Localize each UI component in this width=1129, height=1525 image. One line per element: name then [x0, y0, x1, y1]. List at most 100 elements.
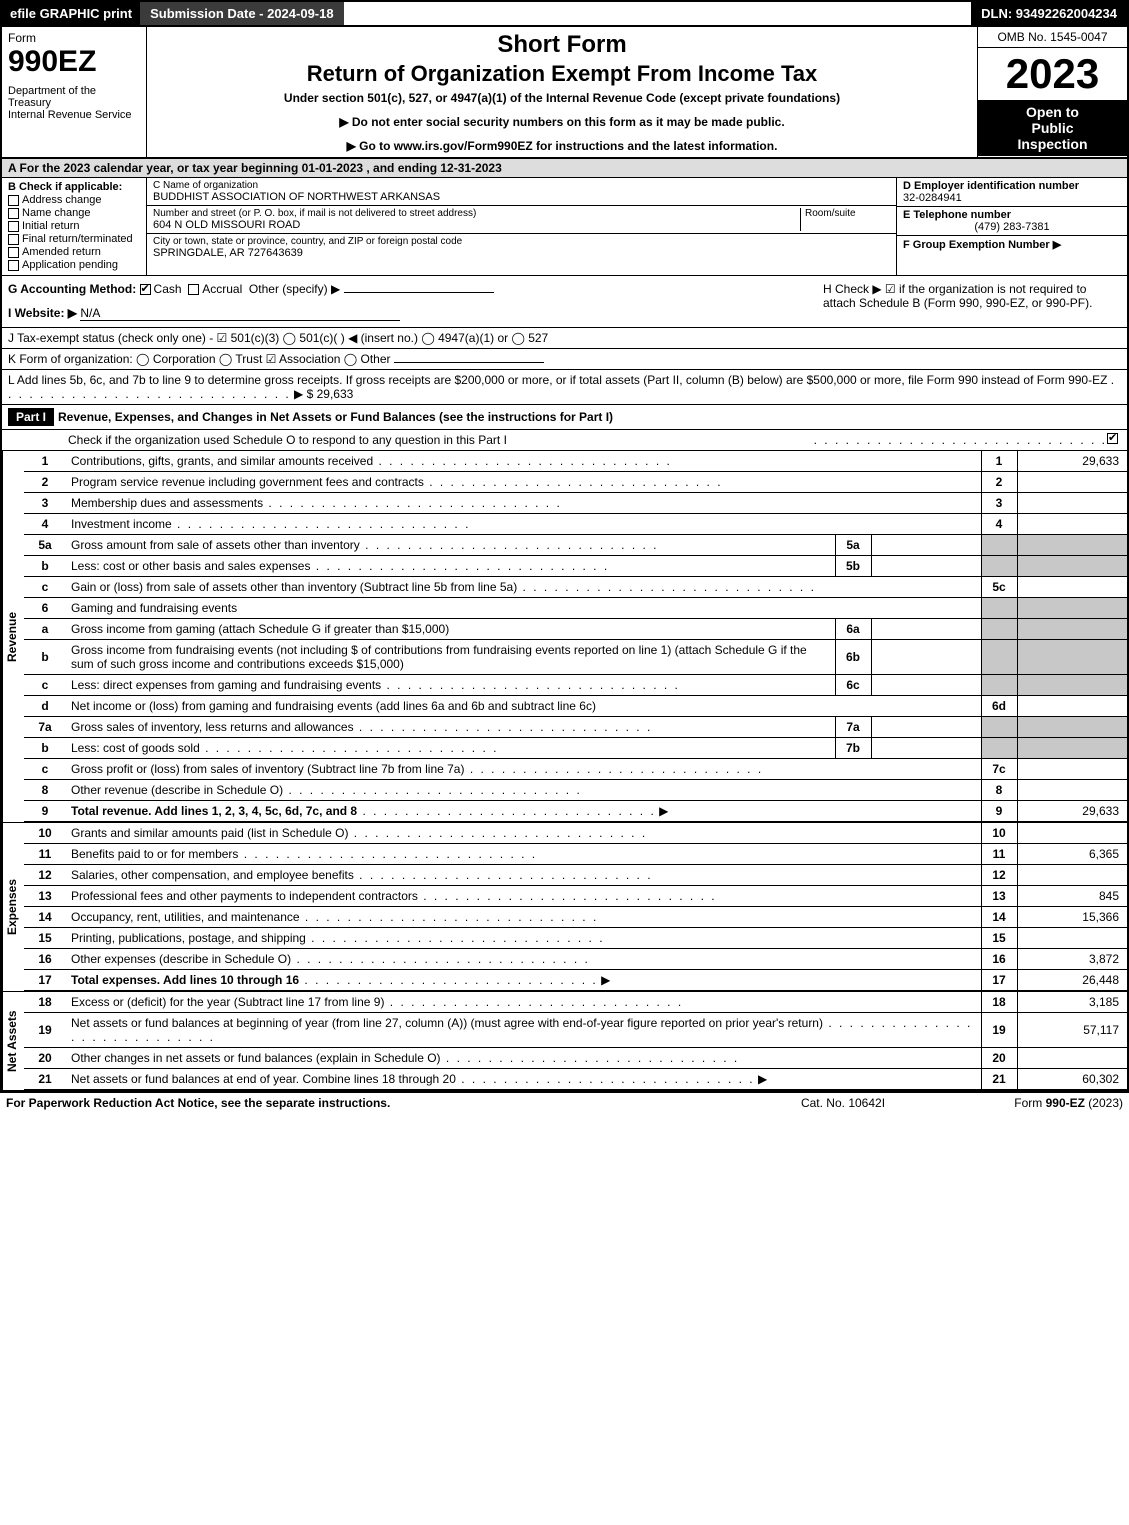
revenue-section: Revenue 1Contributions, gifts, grants, a…: [0, 451, 1129, 822]
expenses-section: Expenses 10Grants and similar amounts pa…: [0, 822, 1129, 991]
row-k: K Form of organization: ◯ Corporation ◯ …: [0, 349, 1129, 370]
paperwork-notice: For Paperwork Reduction Act Notice, see …: [6, 1096, 743, 1110]
return-title: Return of Organization Exempt From Incom…: [153, 61, 971, 87]
chk-final-return[interactable]: Final return/terminated: [8, 233, 140, 245]
section-b: B Check if applicable: Address change Na…: [2, 178, 147, 275]
label-website: I Website: ▶: [8, 306, 77, 320]
line-5a: 5aGross amount from sale of assets other…: [24, 535, 1127, 556]
form-footer-id: Form 990-EZ (2023): [943, 1096, 1123, 1110]
page-footer: For Paperwork Reduction Act Notice, see …: [0, 1092, 1129, 1113]
row-gh: G Accounting Method: Cash Accrual Other …: [0, 276, 1129, 328]
line-5b: bLess: cost or other basis and sales exp…: [24, 556, 1127, 577]
line-2: 2Program service revenue including gover…: [24, 472, 1127, 493]
label-phone: E Telephone number: [903, 209, 1121, 221]
no-ssn-note: ▶ Do not enter social security numbers o…: [153, 115, 971, 129]
row-l: L Add lines 5b, 6c, and 7b to line 9 to …: [0, 370, 1129, 405]
line-15: 15Printing, publications, postage, and s…: [24, 928, 1127, 949]
line-18: 18Excess or (deficit) for the year (Subt…: [24, 992, 1127, 1013]
revenue-table: 1Contributions, gifts, grants, and simil…: [24, 451, 1127, 822]
part1-label: Part I: [8, 408, 54, 426]
line-7b: bLess: cost of goods sold7b: [24, 738, 1127, 759]
line-11: 11Benefits paid to or for members116,365: [24, 844, 1127, 865]
chk-address-change[interactable]: Address change: [8, 194, 140, 206]
department-label: Department of the Treasury Internal Reve…: [8, 85, 140, 121]
chk-amended-return[interactable]: Amended return: [8, 246, 140, 258]
website-value: N/A: [80, 306, 400, 321]
line-7c: cGross profit or (loss) from sales of in…: [24, 759, 1127, 780]
row-h: H Check ▶ ☑ if the organization is not r…: [817, 276, 1127, 327]
form-number: 990EZ: [8, 45, 140, 79]
section-def: D Employer identification number 32-0284…: [897, 178, 1127, 275]
short-form-title: Short Form: [153, 31, 971, 59]
line-7a: 7aGross sales of inventory, less returns…: [24, 717, 1127, 738]
line-16: 16Other expenses (describe in Schedule O…: [24, 949, 1127, 970]
header-center: Short Form Return of Organization Exempt…: [147, 27, 977, 157]
label-city: City or town, state or province, country…: [153, 236, 890, 247]
part1-title: Revenue, Expenses, and Changes in Net As…: [58, 410, 613, 424]
line-13: 13Professional fees and other payments t…: [24, 886, 1127, 907]
line-6: 6Gaming and fundraising events: [24, 598, 1127, 619]
header-right: OMB No. 1545-0047 2023 Open to Public In…: [977, 27, 1127, 157]
line-14: 14Occupancy, rent, utilities, and mainte…: [24, 907, 1127, 928]
goto-link[interactable]: ▶ Go to www.irs.gov/Form990EZ for instru…: [153, 139, 971, 153]
tax-year: 2023: [978, 48, 1127, 100]
section-e: E Telephone number (479) 283-7381: [897, 207, 1127, 236]
line-17: 17Total expenses. Add lines 10 through 1…: [24, 970, 1127, 991]
chk-schedule-o[interactable]: [1107, 433, 1118, 444]
label-group-exemption: F Group Exemption Number ▶: [903, 239, 1061, 251]
chk-application-pending[interactable]: Application pending: [8, 259, 140, 271]
line-6c: cLess: direct expenses from gaming and f…: [24, 675, 1127, 696]
line-6a: aGross income from gaming (attach Schedu…: [24, 619, 1127, 640]
line-12: 12Salaries, other compensation, and empl…: [24, 865, 1127, 886]
street-cell: Number and street (or P. O. box, if mail…: [147, 206, 896, 234]
cat-number: Cat. No. 10642I: [743, 1096, 943, 1110]
row-a-tax-year: A For the 2023 calendar year, or tax yea…: [0, 159, 1129, 178]
top-bar: efile GRAPHIC print Submission Date - 20…: [0, 0, 1129, 27]
line-9: 9Total revenue. Add lines 1, 2, 3, 4, 5c…: [24, 801, 1127, 822]
efile-label: efile GRAPHIC print: [2, 2, 140, 25]
part1-header-row: Part I Revenue, Expenses, and Changes in…: [0, 405, 1129, 430]
room-label: Room/suite: [805, 208, 890, 219]
row-g: G Accounting Method: Cash Accrual Other …: [2, 276, 817, 327]
section-d: D Employer identification number 32-0284…: [897, 178, 1127, 207]
vlabel-expenses: Expenses: [2, 823, 24, 991]
section-c: C Name of organization BUDDHIST ASSOCIAT…: [147, 178, 897, 275]
city-cell: City or town, state or province, country…: [147, 234, 896, 261]
org-name: BUDDHIST ASSOCIATION OF NORTHWEST ARKANS…: [153, 191, 890, 203]
line-8: 8Other revenue (describe in Schedule O)8: [24, 780, 1127, 801]
section-f: F Group Exemption Number ▶: [897, 236, 1127, 253]
line-10: 10Grants and similar amounts paid (list …: [24, 823, 1127, 844]
line-6b: bGross income from fundraising events (n…: [24, 640, 1127, 675]
chk-name-change[interactable]: Name change: [8, 207, 140, 219]
submission-date: Submission Date - 2024-09-18: [140, 2, 344, 25]
phone-value: (479) 283-7381: [903, 221, 1121, 233]
chk-initial-return[interactable]: Initial return: [8, 220, 140, 232]
header-left: Form 990EZ Department of the Treasury In…: [2, 27, 147, 157]
line-20: 20Other changes in net assets or fund ba…: [24, 1048, 1127, 1069]
section-b-label: B Check if applicable:: [8, 181, 140, 193]
other-specify-input[interactable]: [344, 292, 494, 293]
row-j: J Tax-exempt status (check only one) - ☑…: [0, 328, 1129, 349]
chk-accrual[interactable]: [188, 284, 199, 295]
city-value: SPRINGDALE, AR 727643639: [153, 247, 890, 259]
line-19: 19Net assets or fund balances at beginni…: [24, 1013, 1127, 1048]
omb-number: OMB No. 1545-0047: [978, 27, 1127, 48]
label-accounting: G Accounting Method:: [8, 282, 136, 296]
other-org-input[interactable]: [394, 362, 544, 363]
line-1: 1Contributions, gifts, grants, and simil…: [24, 451, 1127, 472]
chk-cash[interactable]: [140, 284, 151, 295]
line-4: 4Investment income4: [24, 514, 1127, 535]
line-3: 3Membership dues and assessments3: [24, 493, 1127, 514]
line-6d: dNet income or (loss) from gaming and fu…: [24, 696, 1127, 717]
vlabel-revenue: Revenue: [2, 451, 24, 822]
vlabel-netassets: Net Assets: [2, 992, 24, 1090]
expenses-table: 10Grants and similar amounts paid (list …: [24, 823, 1127, 991]
line-5c: cGain or (loss) from sale of assets othe…: [24, 577, 1127, 598]
dln-label: DLN: 93492262004234: [971, 2, 1127, 25]
netassets-section: Net Assets 18Excess or (deficit) for the…: [0, 991, 1129, 1092]
form-word: Form: [8, 31, 36, 45]
section-bcdef: B Check if applicable: Address change Na…: [0, 178, 1129, 276]
line-21: 21Net assets or fund balances at end of …: [24, 1069, 1127, 1090]
part1-check-row: Check if the organization used Schedule …: [0, 430, 1129, 451]
org-name-cell: C Name of organization BUDDHIST ASSOCIAT…: [147, 178, 896, 206]
